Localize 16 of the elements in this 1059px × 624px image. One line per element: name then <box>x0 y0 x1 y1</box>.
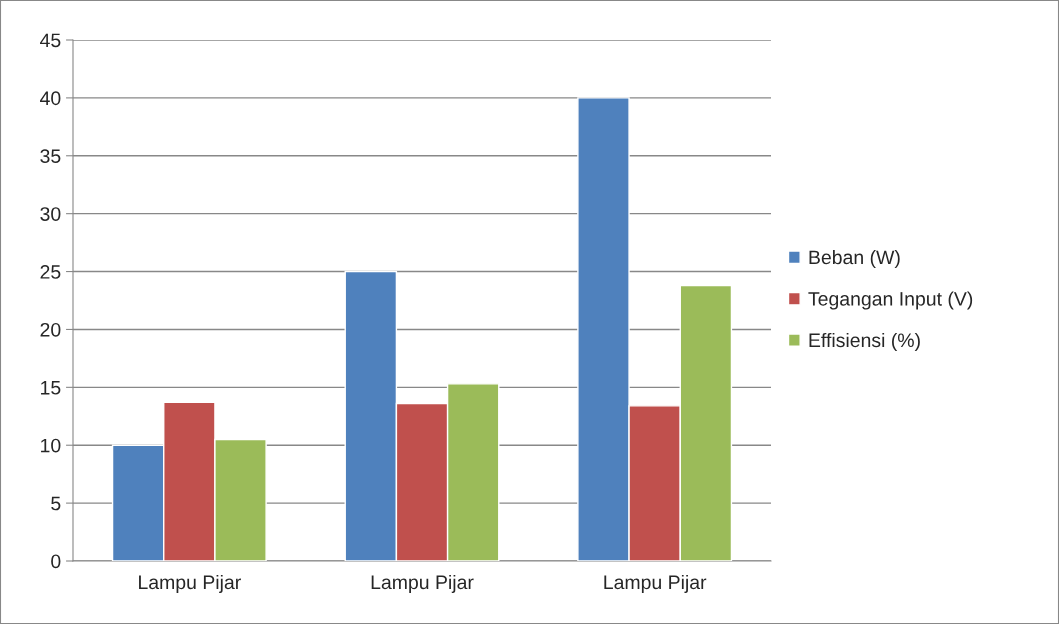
y-tick-label: 30 <box>40 207 61 221</box>
y-tick-label: 40 <box>40 91 61 106</box>
y-tick-label: 35 <box>40 149 61 164</box>
y-tick-label: 25 <box>40 265 61 279</box>
y-tick-label: 20 <box>40 322 61 337</box>
y-tick-label: 15 <box>41 381 61 395</box>
legend-label: Effisiensi (%) <box>809 332 920 352</box>
y-tick-label: 0 <box>51 554 61 569</box>
y-tick-label: 5 <box>51 496 61 511</box>
x-tick-label: Lampu Pijar <box>371 574 474 594</box>
x-tick-label: Lampu Pijar <box>139 574 241 594</box>
x-tick-label: Lampu Pijar <box>604 574 707 594</box>
legend-label: Tegangan Input (V) <box>808 291 973 310</box>
y-tick-label: 10 <box>41 438 61 453</box>
legend-label: Beban (W) <box>809 249 900 269</box>
y-tick-label: 45 <box>40 33 61 48</box>
